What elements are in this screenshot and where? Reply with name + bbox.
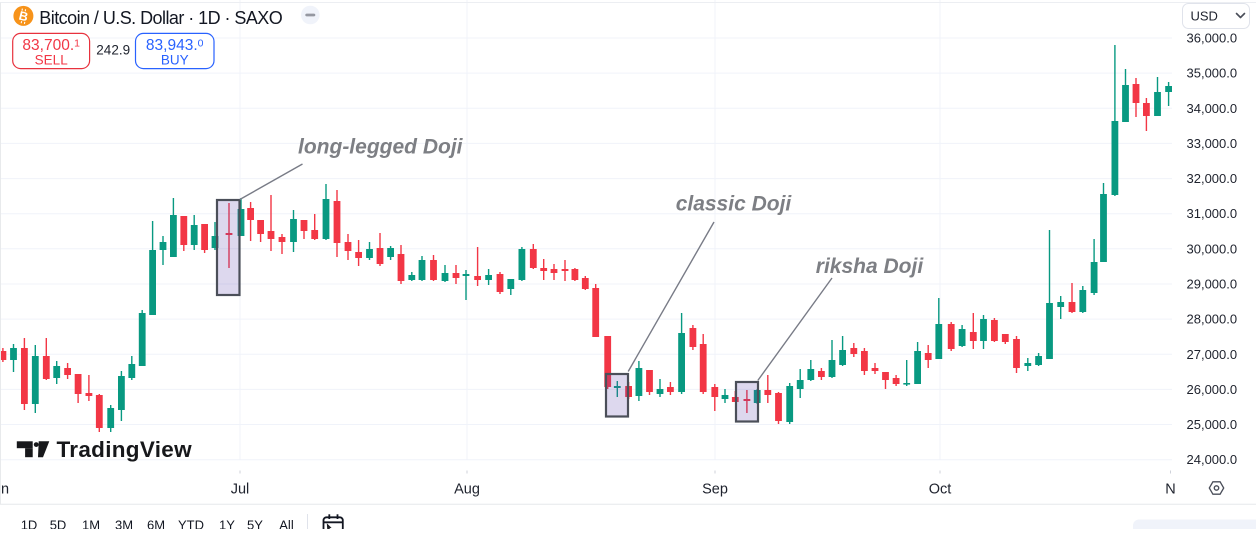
svg-text:5Y: 5Y xyxy=(247,518,263,530)
svg-text:25,000.0: 25,000.0 xyxy=(1187,417,1238,432)
svg-text:Bitcoin / U.S. Dollar · 1D · S: Bitcoin / U.S. Dollar · 1D · SAXO xyxy=(39,8,282,28)
svg-text:5D: 5D xyxy=(50,518,67,530)
svg-text:1D: 1D xyxy=(21,518,38,530)
svg-text:83,700.1: 83,700.1 xyxy=(22,37,80,54)
svg-text:1Y: 1Y xyxy=(219,518,235,530)
svg-text:27,000.0: 27,000.0 xyxy=(1187,347,1238,362)
svg-text:All: All xyxy=(279,518,294,530)
svg-text:1M: 1M xyxy=(82,518,100,530)
svg-text:34,000.0: 34,000.0 xyxy=(1187,101,1238,116)
svg-text:BUY: BUY xyxy=(161,53,189,68)
svg-text:29,000.0: 29,000.0 xyxy=(1187,277,1238,292)
svg-text:Jul: Jul xyxy=(231,482,250,498)
svg-text:83,943.0: 83,943.0 xyxy=(146,37,204,54)
svg-text:28,000.0: 28,000.0 xyxy=(1187,312,1238,327)
svg-text:YTD: YTD xyxy=(178,518,204,530)
svg-text:long-legged Doji: long-legged Doji xyxy=(298,135,464,158)
svg-text:31,000.0: 31,000.0 xyxy=(1187,206,1238,221)
svg-text:USD: USD xyxy=(1191,9,1218,24)
svg-text:35,000.0: 35,000.0 xyxy=(1187,66,1238,81)
svg-text:N: N xyxy=(1165,482,1175,498)
svg-text:Aug: Aug xyxy=(454,482,480,498)
svg-text:TradingView: TradingView xyxy=(57,437,193,462)
svg-text:33,000.0: 33,000.0 xyxy=(1187,136,1238,151)
svg-text:6M: 6M xyxy=(147,518,165,530)
svg-text:26,000.0: 26,000.0 xyxy=(1187,382,1238,397)
svg-text:Sep: Sep xyxy=(702,482,728,498)
svg-text:24,000.0: 24,000.0 xyxy=(1187,452,1238,467)
svg-text:riksha Doji: riksha Doji xyxy=(816,255,925,278)
svg-text:Oct: Oct xyxy=(929,482,952,498)
svg-text:32,000.0: 32,000.0 xyxy=(1187,171,1238,186)
svg-text:classic Doji: classic Doji xyxy=(676,192,793,215)
svg-text:36,000.0: 36,000.0 xyxy=(1187,31,1238,46)
svg-text:30,000.0: 30,000.0 xyxy=(1187,241,1238,256)
svg-text:n: n xyxy=(1,482,9,498)
svg-text:3M: 3M xyxy=(115,518,133,530)
svg-text:SELL: SELL xyxy=(35,53,69,68)
svg-text:242.9: 242.9 xyxy=(96,43,130,58)
